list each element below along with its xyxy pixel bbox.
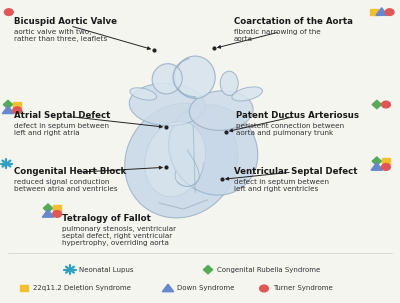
Bar — [382, 158, 390, 164]
Ellipse shape — [130, 88, 156, 100]
Ellipse shape — [125, 103, 238, 218]
Polygon shape — [2, 106, 14, 114]
Text: Neonatal Lupus: Neonatal Lupus — [79, 267, 133, 273]
Polygon shape — [43, 204, 53, 212]
Polygon shape — [376, 8, 387, 15]
Text: Atrial Septal Defect: Atrial Septal Defect — [14, 111, 110, 120]
Ellipse shape — [145, 122, 206, 197]
Text: Congenital Heart Block: Congenital Heart Block — [14, 167, 126, 176]
Polygon shape — [3, 100, 13, 109]
Text: Congenital Rubella Syndrome: Congenital Rubella Syndrome — [217, 267, 320, 273]
Polygon shape — [372, 100, 382, 109]
Text: Down Syndrome: Down Syndrome — [177, 285, 234, 291]
Text: Patent Ductus Arteriosus: Patent Ductus Arteriosus — [236, 111, 359, 120]
Bar — [20, 285, 28, 291]
Circle shape — [382, 101, 390, 108]
Polygon shape — [42, 210, 54, 217]
Text: pulmonary stenosis, ventricular
septal defect, right ventricular
hypertrophy, ov: pulmonary stenosis, ventricular septal d… — [62, 226, 176, 246]
Text: Coarctation of the Aorta: Coarctation of the Aorta — [234, 17, 353, 26]
Polygon shape — [371, 163, 382, 170]
Ellipse shape — [169, 105, 258, 195]
Circle shape — [260, 285, 268, 292]
Text: 22q11.2 Deletion Syndrome: 22q11.2 Deletion Syndrome — [33, 285, 131, 291]
Circle shape — [4, 9, 13, 15]
Polygon shape — [203, 265, 213, 274]
Text: defect in septum between
left and right atria: defect in septum between left and right … — [14, 123, 109, 136]
Circle shape — [13, 107, 22, 114]
Ellipse shape — [220, 71, 238, 95]
Bar — [53, 205, 61, 211]
Text: defect in septum between
left and right ventricles: defect in septum between left and right … — [234, 179, 329, 192]
Text: Tetralogy of Fallot: Tetralogy of Fallot — [62, 214, 151, 223]
Ellipse shape — [152, 64, 182, 94]
Polygon shape — [372, 157, 382, 165]
Text: Ventricular Septal Defect: Ventricular Septal Defect — [234, 167, 358, 176]
Polygon shape — [162, 284, 174, 292]
Ellipse shape — [232, 87, 262, 101]
Circle shape — [382, 164, 390, 170]
Ellipse shape — [129, 83, 205, 126]
Text: Bicuspid Aortic Valve: Bicuspid Aortic Valve — [14, 17, 117, 26]
Text: peristent connection between
aorta and pulmonary trunk: peristent connection between aorta and p… — [236, 123, 344, 136]
Text: fibrotic narrowing of the
aorta: fibrotic narrowing of the aorta — [234, 29, 321, 42]
Ellipse shape — [189, 91, 253, 130]
Text: Turner Syndrome: Turner Syndrome — [273, 285, 332, 291]
Bar — [13, 102, 21, 108]
Text: aortic valve with two,
rather than three, leaflets: aortic valve with two, rather than three… — [14, 29, 107, 42]
Bar — [370, 9, 378, 15]
Ellipse shape — [175, 56, 215, 98]
Text: reduced signal conduction
between atria and ventricles: reduced signal conduction between atria … — [14, 179, 118, 192]
Circle shape — [53, 211, 62, 217]
Circle shape — [385, 9, 394, 15]
